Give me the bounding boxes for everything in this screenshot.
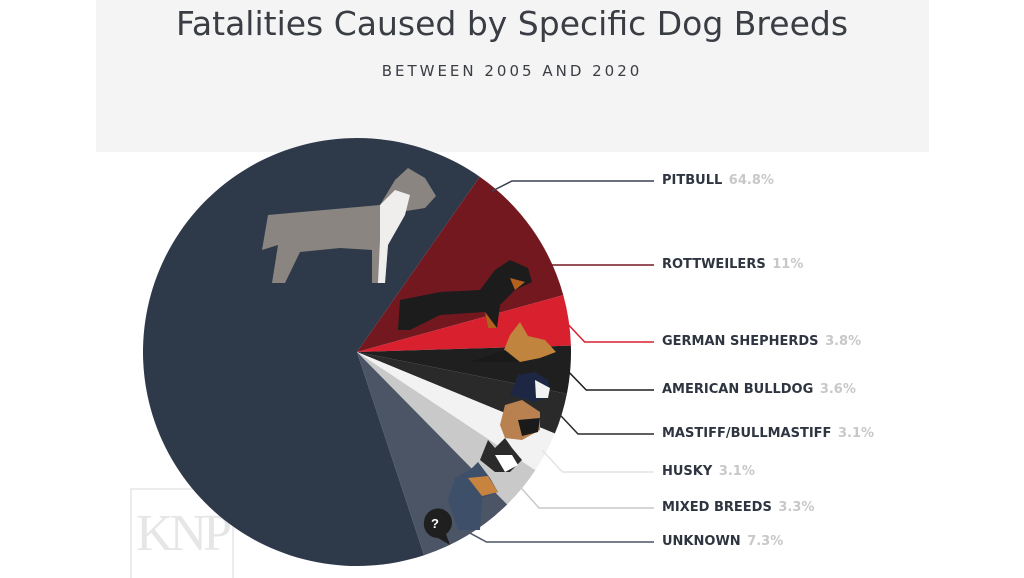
american-bulldog-dog-icon <box>510 372 550 402</box>
leader-line <box>557 412 654 435</box>
legend-label-pitbull: PITBULL 64.8% <box>662 173 774 188</box>
legend-label-unknown: UNKNOWN 7.3% <box>662 534 783 549</box>
slice-percent: 3.3% <box>778 500 815 515</box>
leader-line <box>518 485 654 509</box>
breed-icons: ? <box>262 168 556 545</box>
slice-percent: 3.8% <box>825 334 862 349</box>
pie-slice-pitbull <box>143 137 480 566</box>
leader-line <box>541 450 654 473</box>
slice-label: ROTTWEILERS <box>662 257 766 272</box>
leader-line <box>491 180 654 192</box>
leader-line <box>564 320 654 343</box>
mixed-breed-dog-icon <box>448 462 498 530</box>
leader-line <box>565 368 654 391</box>
slice-percent: 3.1% <box>837 426 875 441</box>
husky-dog-icon <box>480 438 522 472</box>
chart-subtitle: BETWEEN 2005 AND 2020 <box>381 62 643 80</box>
slice-label: UNKNOWN <box>662 534 741 549</box>
slice-label: MASTIFF/BULLMASTIFF <box>662 426 832 441</box>
slice-label: AMERICAN BULLDOG <box>662 382 814 397</box>
legend-label-german-shepherds: GERMAN SHEPHERDS 3.8% <box>662 334 861 349</box>
leader-line <box>466 530 654 543</box>
slice-label: PITBULL <box>662 173 723 188</box>
question-mark-icon: ? <box>423 508 452 545</box>
slice-percent: 3.1% <box>718 464 755 479</box>
knp-logo-watermark: KNP <box>130 488 234 578</box>
leader-lines <box>466 180 654 543</box>
slice-percent: 11% <box>772 257 804 272</box>
rottweiler-dog-icon <box>398 260 532 330</box>
legend-label-mixed-breeds: MIXED BREEDS 3.3% <box>662 500 814 515</box>
legend-label-husky: HUSKY 3.1% <box>662 464 755 479</box>
slice-percent: 64.8% <box>728 173 774 188</box>
slice-label: MIXED BREEDS <box>662 500 772 515</box>
slice-label: GERMAN SHEPHERDS <box>662 334 819 349</box>
slice-label: HUSKY <box>662 464 713 479</box>
legend-label-rottweilers: ROTTWEILERS 11% <box>662 257 803 272</box>
question-mark-text: ? <box>431 516 439 531</box>
slice-percent: 7.3% <box>747 534 784 549</box>
german-shepherd-dog-icon <box>470 322 556 362</box>
legend-label-mastiff: MASTIFF/BULLMASTIFF 3.1% <box>662 426 874 441</box>
header-background <box>96 0 929 152</box>
leader-line <box>527 230 654 266</box>
pitbull-dog-icon <box>262 168 436 283</box>
mastiff-dog-icon <box>500 400 540 440</box>
legend-label-american-bulldog: AMERICAN BULLDOG 3.6% <box>662 382 856 397</box>
slice-percent: 3.6% <box>819 382 856 397</box>
chart-title: Fatalities Caused by Specific Dog Breeds <box>175 4 849 43</box>
